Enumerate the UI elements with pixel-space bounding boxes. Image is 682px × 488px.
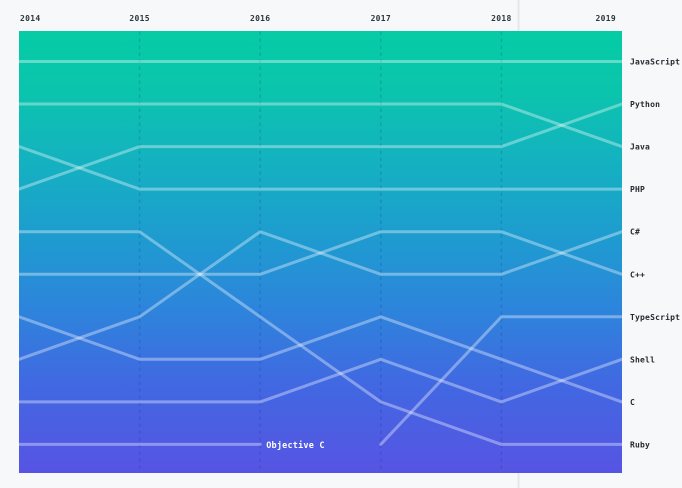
lang-label-ruby: Ruby [630, 440, 650, 449]
series-line-shell [17, 357, 624, 404]
lang-label-php: PHP [630, 185, 645, 194]
x-axis-year-labels: 2014 2015 2016 2017 2018 2019 [20, 14, 616, 23]
lang-label-javascript: JavaScript [630, 57, 680, 67]
lang-label-c: C# [630, 228, 640, 237]
series-line-c [17, 315, 624, 404]
lang-label-shell: Shell [630, 355, 655, 364]
year-label-2015: 2015 [129, 14, 149, 23]
lang-label-java: Java [630, 143, 650, 152]
series-line-c [17, 230, 624, 361]
lang-label-c: C [630, 398, 635, 407]
inline-label-objective-c: Objective C [266, 440, 325, 451]
series-lines [17, 60, 624, 446]
chart-plot-area [19, 31, 622, 473]
series-line-ruby [17, 230, 624, 446]
series-line-php [17, 145, 624, 191]
series-line-typescript [379, 315, 624, 446]
language-rank-labels: JavaScript Python Java PHP C# C++ TypeScript Sh… [266, 57, 680, 451]
series-line-python [17, 102, 624, 191]
series-line-c [17, 230, 624, 276]
year-gridlines [138, 31, 503, 473]
year-label-2019: 2019 [596, 14, 616, 23]
year-label-2016: 2016 [250, 14, 270, 23]
lang-label-typescript: TypeScript [630, 312, 680, 322]
series-line-java [17, 102, 624, 149]
lang-label-python: Python [630, 100, 660, 109]
year-label-2017: 2017 [371, 14, 391, 23]
year-label-2014: 2014 [20, 14, 40, 23]
year-label-2018: 2018 [491, 14, 511, 23]
lang-label-c: C++ [630, 270, 645, 279]
